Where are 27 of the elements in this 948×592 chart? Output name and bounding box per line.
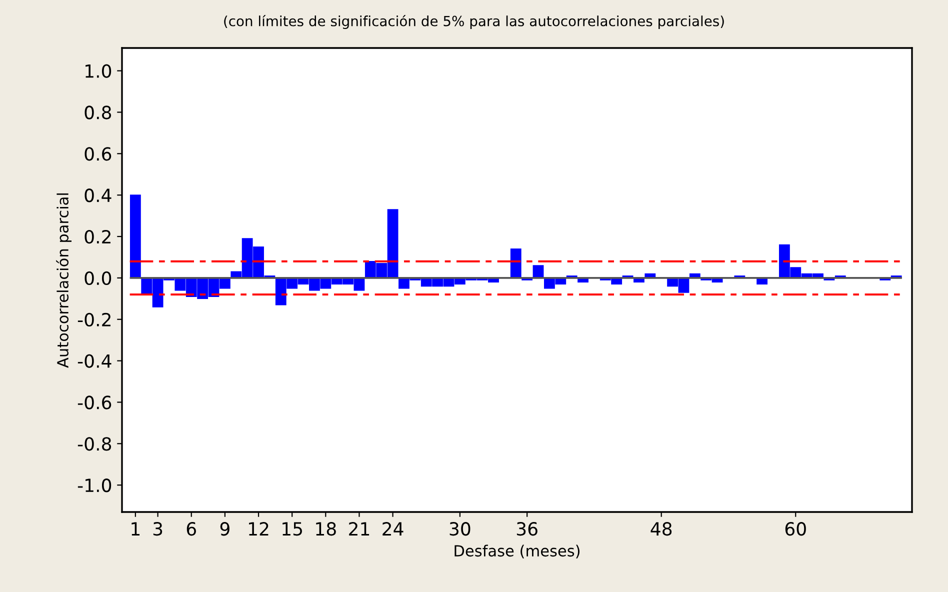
y-tick-label: 0.6 [84,147,112,161]
x-axis-title: Desfase (meses) [454,544,580,558]
x-tick-label: 9 [220,522,230,536]
y-tick-label: -0.6 [78,396,112,410]
x-tick-label: 60 [785,522,806,536]
x-tick-label: 30 [450,522,470,536]
chart-subtitle: (con límites de significación de 5% para las autocorrelaciones parciales) [224,15,724,29]
x-tick-label: 3 [153,522,162,536]
y-axis-title: Autocorrelación parcial [56,193,72,368]
y-tick-label: -0.4 [78,354,112,368]
y-tick-label: 0.0 [84,271,112,286]
y-tick-label: -0.2 [78,312,110,326]
x-tick-label: 15 [282,522,302,536]
y-tick-label: 1.0 [86,64,112,78]
y-tick-label: -1.0 [78,478,112,492]
y-tick-label: 0.2 [84,230,110,244]
y-tick-label: 0.4 [84,188,112,202]
x-tick-label: 1 [132,522,140,536]
y-tick-label: -0.8 [78,437,112,451]
x-tick-label: 12 [249,522,268,536]
x-tick-label: 36 [516,522,538,536]
x-tick-label: 48 [650,522,672,536]
x-tick-label: 6 [186,522,196,536]
x-tick-label: 18 [316,522,336,536]
x-tick-label: 24 [382,522,404,536]
y-tick-label: 0.8 [84,106,112,120]
x-tick-label: 21 [349,522,370,536]
